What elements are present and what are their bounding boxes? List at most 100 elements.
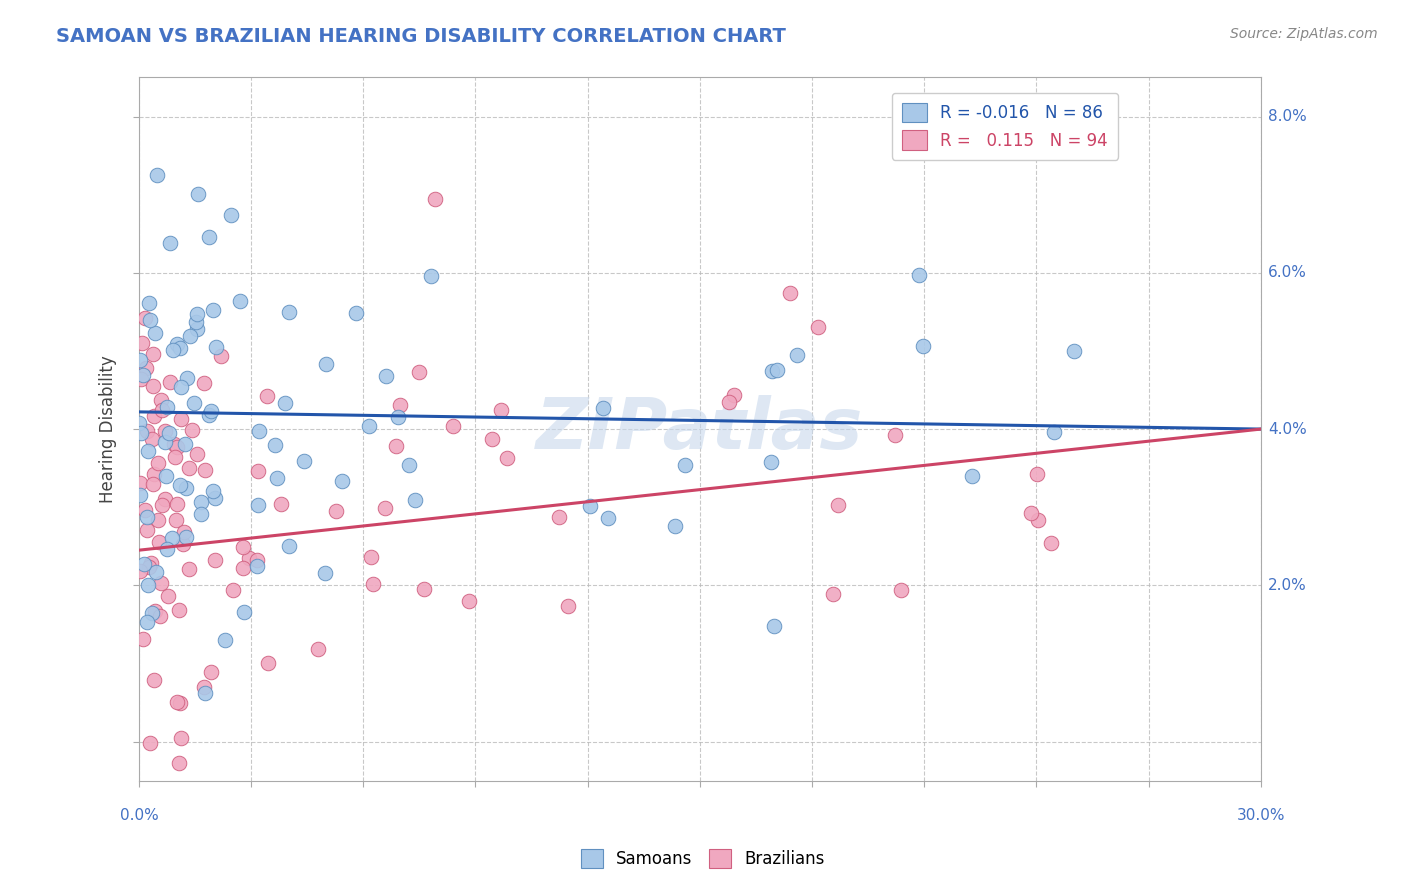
Point bbox=[152, 498, 174, 512]
Point bbox=[153, 424, 176, 438]
Point bbox=[202, 483, 225, 498]
Legend: R = -0.016   N = 86, R =   0.115   N = 94: R = -0.016 N = 86, R = 0.115 N = 94 bbox=[891, 93, 1118, 160]
Point bbox=[807, 320, 830, 334]
Text: 30.0%: 30.0% bbox=[1236, 808, 1285, 823]
Point bbox=[150, 403, 173, 417]
Point bbox=[194, 463, 217, 477]
Point bbox=[187, 187, 209, 202]
Point bbox=[200, 665, 222, 680]
Point bbox=[398, 458, 420, 472]
Point bbox=[129, 372, 152, 386]
Point bbox=[129, 488, 152, 502]
Point bbox=[330, 474, 353, 488]
Point bbox=[183, 396, 205, 410]
Point bbox=[408, 365, 430, 379]
Point bbox=[159, 236, 181, 251]
Point bbox=[157, 425, 180, 440]
Point bbox=[294, 454, 316, 468]
Point bbox=[145, 168, 167, 182]
Point bbox=[489, 403, 512, 417]
Point bbox=[246, 558, 269, 573]
Point bbox=[232, 561, 254, 575]
Point bbox=[166, 497, 188, 511]
Point bbox=[890, 583, 912, 598]
Legend: Samoans, Brazilians: Samoans, Brazilians bbox=[575, 843, 831, 875]
Point bbox=[387, 409, 409, 424]
Point bbox=[579, 499, 602, 513]
Point bbox=[128, 416, 150, 430]
Point bbox=[266, 471, 288, 485]
Point bbox=[141, 432, 163, 446]
Point bbox=[149, 609, 172, 624]
Point bbox=[1025, 467, 1047, 481]
Point bbox=[141, 556, 163, 570]
Point bbox=[129, 425, 152, 440]
Point bbox=[128, 564, 150, 578]
Point bbox=[723, 388, 745, 402]
Point bbox=[143, 326, 166, 340]
Point bbox=[174, 437, 197, 451]
Point bbox=[142, 673, 165, 688]
Point bbox=[166, 337, 188, 351]
Point bbox=[153, 435, 176, 450]
Point bbox=[314, 566, 336, 580]
Point bbox=[166, 440, 188, 454]
Point bbox=[180, 423, 202, 437]
Point bbox=[360, 550, 382, 565]
Point bbox=[143, 467, 166, 482]
Point bbox=[163, 437, 186, 451]
Point bbox=[229, 293, 252, 308]
Point bbox=[131, 632, 153, 646]
Point bbox=[1043, 425, 1066, 440]
Point bbox=[139, 313, 162, 327]
Point bbox=[325, 504, 347, 518]
Point bbox=[821, 587, 844, 601]
Point bbox=[132, 368, 155, 383]
Point bbox=[238, 550, 260, 565]
Point bbox=[374, 368, 396, 383]
Point bbox=[204, 491, 226, 505]
Point bbox=[307, 641, 329, 656]
Point bbox=[176, 371, 198, 385]
Point bbox=[169, 341, 191, 355]
Point bbox=[412, 582, 434, 596]
Point bbox=[148, 513, 170, 527]
Point bbox=[277, 539, 299, 553]
Point bbox=[458, 594, 481, 608]
Point bbox=[827, 498, 849, 512]
Point bbox=[344, 306, 367, 320]
Point bbox=[423, 192, 446, 206]
Point bbox=[219, 208, 242, 222]
Point bbox=[134, 360, 156, 375]
Point bbox=[481, 432, 503, 446]
Point bbox=[204, 340, 226, 354]
Point bbox=[148, 534, 170, 549]
Point bbox=[136, 509, 159, 524]
Point bbox=[1063, 343, 1085, 358]
Point bbox=[139, 736, 162, 750]
Point bbox=[190, 495, 212, 509]
Point bbox=[132, 558, 155, 572]
Point bbox=[194, 686, 217, 700]
Point bbox=[167, 756, 190, 770]
Point bbox=[246, 553, 269, 567]
Point bbox=[163, 450, 186, 464]
Point bbox=[277, 304, 299, 318]
Point bbox=[420, 269, 443, 284]
Point bbox=[374, 500, 396, 515]
Point bbox=[384, 439, 406, 453]
Point bbox=[156, 589, 179, 603]
Point bbox=[170, 380, 193, 394]
Point bbox=[315, 357, 337, 371]
Point bbox=[153, 491, 176, 506]
Point bbox=[155, 469, 177, 483]
Point bbox=[142, 379, 165, 393]
Point bbox=[142, 347, 165, 361]
Point bbox=[1039, 536, 1062, 550]
Point bbox=[162, 531, 184, 545]
Point bbox=[129, 475, 152, 490]
Point bbox=[142, 409, 165, 423]
Point bbox=[193, 680, 215, 694]
Point bbox=[176, 530, 198, 544]
Point bbox=[131, 336, 153, 351]
